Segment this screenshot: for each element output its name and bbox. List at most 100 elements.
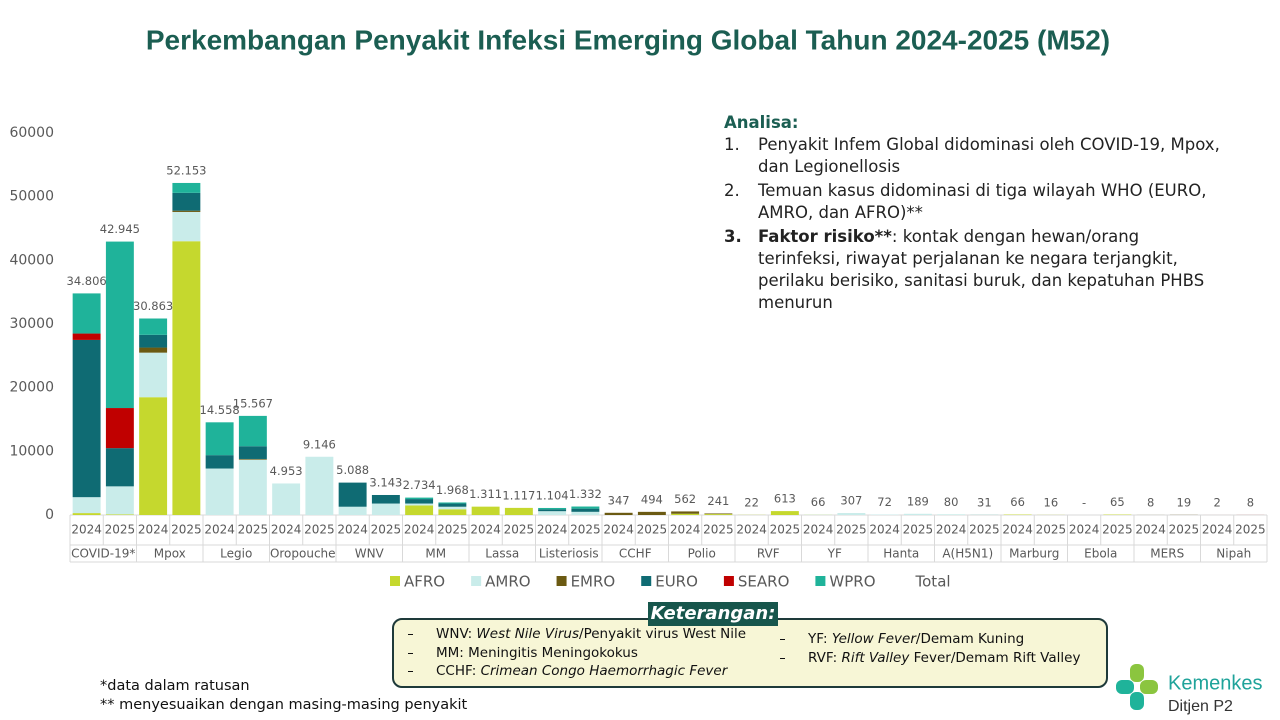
group-label: Lassa <box>485 547 519 561</box>
analysis-number: 1. <box>724 135 740 154</box>
logo: Kemenkes Ditjen P2 <box>1116 664 1263 715</box>
analysis-text: Penyakit Infem Global didominasi oleh CO… <box>758 134 1224 178</box>
x-tick-label: 2025 <box>903 523 934 537</box>
bar-segment <box>704 514 733 515</box>
group-label: A(H5N1) <box>942 547 993 561</box>
x-tick-label: 2024 <box>404 523 435 537</box>
x-tick-label: 2025 <box>637 523 668 537</box>
total-label: 30.863 <box>133 299 173 313</box>
analysis: Analisa: 1. Penyakit Infem Global didomin… <box>724 112 1224 316</box>
bar-segment <box>205 468 234 515</box>
bar-segment <box>837 513 866 515</box>
analysis-number: 3. <box>724 227 742 246</box>
bar-segment <box>405 505 434 515</box>
x-tick-label: 2024 <box>1202 523 1233 537</box>
total-label: 1.104 <box>536 488 569 502</box>
note-item: YF: Yellow Fever/Demam Kuning <box>779 631 1025 647</box>
x-tick-label: 2024 <box>670 523 701 537</box>
total-label: 1.332 <box>569 487 602 501</box>
x-tick-label: 2024 <box>1135 523 1166 537</box>
footnote: ** menyesuaikan dengan masing-masing pen… <box>100 697 468 713</box>
total-label: 22 <box>744 495 759 509</box>
bar-segment <box>72 513 101 515</box>
group-label: MERS <box>1150 547 1184 561</box>
legend-swatch <box>815 576 826 586</box>
bar-segment <box>139 318 168 335</box>
total-label: 66 <box>811 495 826 509</box>
bar-segment <box>172 211 201 242</box>
legend-label: AFRO <box>404 573 445 591</box>
total-label: 31 <box>977 495 992 509</box>
bar-segment <box>172 182 201 193</box>
analysis-item: 1. Penyakit Infem Global didominasi oleh … <box>724 134 1224 178</box>
total-label: 2 <box>1213 495 1220 509</box>
analysis-text: Temuan kasus didominasi di tiga wilayah … <box>758 180 1224 224</box>
bar-segment <box>105 514 134 515</box>
bar-segment <box>538 507 567 510</box>
analysis-text-part: Penyakit Infem Global didominasi oleh CO… <box>758 135 1220 176</box>
x-tick-label: 2025 <box>836 523 867 537</box>
bar-segment <box>571 508 600 512</box>
bar-segment <box>105 486 134 515</box>
bar-segment <box>272 483 301 515</box>
note-text: WNV: <box>436 626 477 642</box>
group-label: Polio <box>688 547 716 561</box>
note-item: WNV: West Nile Virus/Penyakit virus West… <box>407 626 746 642</box>
bar-segment <box>371 494 400 504</box>
bar-segment <box>438 509 467 515</box>
x-tick-label: 2024 <box>204 523 235 537</box>
y-tick-label: 30000 <box>9 316 54 332</box>
total-label: 42.945 <box>100 222 140 236</box>
total-label: 1.117 <box>502 488 535 502</box>
group-label: Nipah <box>1216 547 1251 561</box>
bar-segment <box>405 497 434 500</box>
group-label: CCHF <box>619 547 652 561</box>
y-tick-label: 10000 <box>9 443 54 459</box>
bar-segment <box>72 293 101 334</box>
x-tick-label: 2024 <box>869 523 900 537</box>
bar-segment <box>72 333 101 340</box>
note-text: /Demam Kuning <box>915 631 1025 647</box>
legend-label: Total <box>915 573 951 591</box>
bar-segment <box>405 499 434 504</box>
bar-segment <box>438 502 467 504</box>
bar-segment <box>438 503 467 507</box>
total-label: 72 <box>877 495 892 509</box>
group-label: YF <box>827 547 842 561</box>
total-label: 65 <box>1110 495 1125 509</box>
bar-segment <box>504 507 533 515</box>
bar-segment <box>538 509 567 512</box>
note-text: Fever/Demam Rift Valley <box>909 649 1081 666</box>
bar-segment <box>903 513 932 515</box>
y-tick-label: 0 <box>45 507 54 523</box>
notes-title: Keterangan: <box>648 602 778 626</box>
bar-segment <box>704 513 733 515</box>
x-tick-label: 2024 <box>736 523 767 537</box>
bar-segment <box>538 511 567 515</box>
total-label: 66 <box>1010 495 1025 509</box>
notes-box: WNV: West Nile Virus/Penyakit virus West… <box>392 618 1108 688</box>
group-label: Marburg <box>1009 547 1059 561</box>
bar-segment <box>238 415 267 447</box>
x-tick-label: 2025 <box>1235 523 1266 537</box>
x-tick-label: 2024 <box>470 523 501 537</box>
total-label: 494 <box>641 492 663 506</box>
x-tick-label: 2024 <box>1069 523 1100 537</box>
bar-segment <box>671 513 700 515</box>
total-label: 562 <box>674 492 696 506</box>
total-label: 19 <box>1177 495 1192 509</box>
total-label: 189 <box>907 494 929 508</box>
total-label: 52.153 <box>166 163 206 177</box>
note-text: RVF: <box>808 649 842 666</box>
group-label: WNV <box>355 547 385 561</box>
legend-label: EURO <box>655 573 698 591</box>
group-label: Listeriosis <box>539 547 599 561</box>
note-text: Yellow Fever <box>831 631 916 647</box>
x-tick-label: 2025 <box>437 523 468 537</box>
analysis-bold: Faktor risiko** <box>758 227 892 246</box>
group-label: MM <box>425 547 446 561</box>
x-tick-label: 2024 <box>1002 523 1033 537</box>
total-label: 307 <box>840 494 862 508</box>
x-tick-label: 2025 <box>570 523 601 537</box>
x-tick-label: 2024 <box>803 523 834 537</box>
